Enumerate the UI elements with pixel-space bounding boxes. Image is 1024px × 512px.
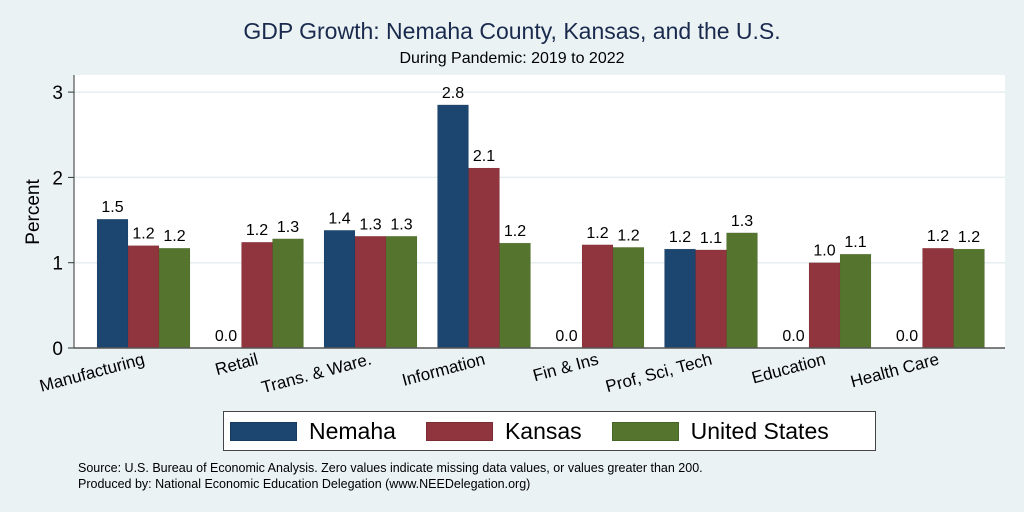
data-label: 1.3 bbox=[277, 219, 299, 236]
data-label: 1.3 bbox=[390, 216, 412, 233]
legend-swatch-kansas bbox=[425, 421, 493, 441]
legend-swatch-nemaha bbox=[230, 421, 297, 441]
x-tick-label: Education bbox=[750, 350, 828, 388]
source-note: Source: U.S. Bureau of Economic Analysis… bbox=[78, 460, 703, 492]
y-axis-label: Percent bbox=[23, 179, 44, 245]
legend: Nemaha Kansas United States bbox=[223, 411, 876, 451]
y-tick-label: 2 bbox=[52, 168, 63, 189]
legend-item-nemaha: Nemaha bbox=[230, 418, 420, 445]
data-label: 0.0 bbox=[215, 328, 237, 345]
data-label: 2.1 bbox=[473, 148, 495, 165]
bar-nemaha bbox=[96, 218, 129, 349]
data-label: 1.2 bbox=[669, 229, 691, 246]
bar-united-states bbox=[953, 248, 985, 349]
x-tick-label: Prof, Sci, Tech bbox=[604, 350, 714, 397]
bar-kansas bbox=[922, 247, 954, 349]
bar-united-states bbox=[612, 247, 645, 349]
produced-by-line: Produced by: National Economic Education… bbox=[78, 477, 531, 491]
data-label: 1.5 bbox=[101, 199, 123, 216]
x-tick-label: Information bbox=[400, 350, 487, 390]
bar-nemaha bbox=[437, 104, 469, 349]
x-tick-label: Health Care bbox=[848, 350, 941, 392]
bar-nemaha bbox=[323, 230, 356, 349]
data-label: 1.2 bbox=[132, 226, 154, 243]
y-tick-label: 0 bbox=[52, 339, 63, 360]
x-tick-label: Trans. & Ware. bbox=[259, 350, 373, 398]
bar-united-states bbox=[726, 232, 758, 349]
data-label: 0.0 bbox=[896, 328, 918, 345]
legend-label: Nemaha bbox=[309, 417, 396, 444]
y-tick-label: 3 bbox=[52, 83, 63, 104]
legend-label: Kansas bbox=[504, 417, 582, 444]
bar-united-states bbox=[839, 253, 872, 349]
legend-item-kansas: Kansas bbox=[425, 417, 606, 445]
source-line: Source: U.S. Bureau of Economic Analysis… bbox=[78, 461, 703, 475]
data-label: 0.0 bbox=[782, 328, 804, 345]
chart-title: GDP Growth: Nemaha County, Kansas, and t… bbox=[243, 18, 781, 44]
data-label: 1.2 bbox=[586, 225, 608, 242]
data-label: 1.3 bbox=[731, 213, 753, 230]
x-tick-label: Fin & Ins bbox=[531, 350, 601, 386]
bar-united-states bbox=[272, 238, 304, 349]
bar-kansas bbox=[354, 236, 387, 349]
data-label: 1.0 bbox=[813, 243, 835, 260]
bar-kansas bbox=[695, 249, 727, 349]
data-label: 1.2 bbox=[246, 222, 268, 239]
bar-united-states bbox=[158, 247, 191, 349]
data-label: 2.8 bbox=[442, 85, 464, 102]
chart-subtitle: During Pandemic: 2019 to 2022 bbox=[399, 50, 625, 67]
data-label: 1.4 bbox=[328, 210, 350, 227]
bar-kansas bbox=[581, 244, 614, 349]
data-label: 1.2 bbox=[927, 228, 949, 245]
legend-label: United States bbox=[690, 417, 829, 444]
bar-kansas bbox=[808, 262, 841, 349]
data-label: 1.2 bbox=[958, 229, 980, 246]
legend-item-united-states: United States bbox=[611, 417, 853, 445]
data-label: 0.0 bbox=[555, 328, 577, 345]
data-label: 1.1 bbox=[700, 230, 722, 247]
bar-kansas bbox=[127, 245, 160, 349]
bar-nemaha bbox=[664, 248, 696, 349]
data-label: 1.2 bbox=[617, 227, 639, 244]
data-label: 1.2 bbox=[163, 228, 185, 245]
bar-united-states bbox=[385, 236, 418, 349]
data-label: 1.1 bbox=[844, 234, 866, 251]
bar-kansas bbox=[241, 241, 273, 349]
x-tick-label: Retail bbox=[213, 350, 260, 380]
data-label: 1.3 bbox=[359, 216, 381, 233]
bar-kansas bbox=[468, 167, 500, 349]
y-tick-label: 1 bbox=[52, 254, 63, 275]
bar-united-states bbox=[499, 242, 531, 349]
legend-swatch-united-states bbox=[611, 421, 679, 441]
data-label: 1.2 bbox=[504, 223, 526, 240]
